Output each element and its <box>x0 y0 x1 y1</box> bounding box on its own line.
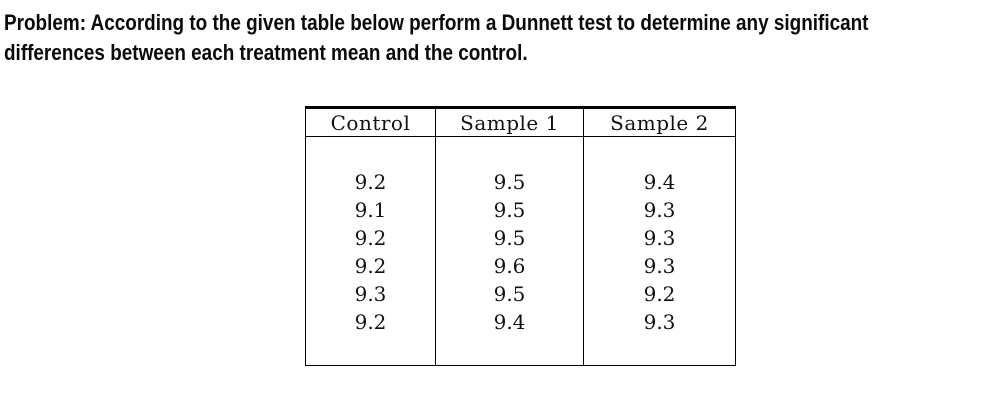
table-row: 9.2 9.5 9.4 <box>305 167 736 196</box>
column-header-sample-1: Sample 1 <box>435 107 584 137</box>
column-header-sample-2: Sample 2 <box>583 107 736 137</box>
table-row: 9.1 9.5 9.3 <box>305 195 736 224</box>
cell-control: 9.2 <box>305 251 436 280</box>
cell-control: 9.2 <box>305 167 436 196</box>
cell-sample-1: 9.4 <box>435 307 584 336</box>
problem-line-1: Problem: According to the given table be… <box>4 10 869 35</box>
cell-sample-2: 9.4 <box>583 167 736 196</box>
cell-control: 9.2 <box>305 223 436 252</box>
cell-control: 9.3 <box>305 279 436 308</box>
cell-sample-2: 9.3 <box>583 251 736 280</box>
table-row: 9.2 9.6 9.3 <box>305 251 736 280</box>
table-row: 9.2 9.4 9.3 <box>305 307 736 336</box>
problem-statement: Problem: According to the given table be… <box>4 8 868 68</box>
table-header-row: Control Sample 1 Sample 2 <box>305 107 736 137</box>
cell-sample-2: 9.2 <box>583 279 736 308</box>
cell-sample-1: 9.5 <box>435 223 584 252</box>
cell-control: 9.2 <box>305 307 436 336</box>
cell-sample-1: 9.5 <box>435 279 584 308</box>
cell-sample-2: 9.3 <box>583 195 736 224</box>
cell-sample-1: 9.5 <box>435 195 584 224</box>
table-row: 9.3 9.5 9.2 <box>305 279 736 308</box>
cell-sample-2: 9.3 <box>583 307 736 336</box>
data-table: Control Sample 1 Sample 2 9.2 9.5 9.4 9.… <box>305 106 736 366</box>
problem-line-2: differences between each treatment mean … <box>4 40 528 65</box>
cell-sample-1: 9.5 <box>435 167 584 196</box>
cell-sample-1: 9.6 <box>435 251 584 280</box>
column-header-control: Control <box>305 107 436 137</box>
spacer-row-bottom <box>305 335 736 366</box>
cell-control: 9.1 <box>305 195 436 224</box>
cell-sample-2: 9.3 <box>583 223 736 252</box>
table-row: 9.2 9.5 9.3 <box>305 223 736 252</box>
spacer-row-top <box>305 136 736 168</box>
